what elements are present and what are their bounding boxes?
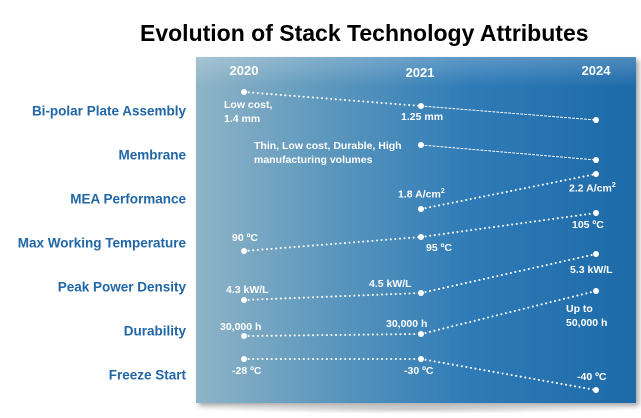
- durability-value-2024: Up to 50,000 h: [566, 302, 607, 330]
- power-value-2020: 4.3 kW/L: [226, 284, 269, 296]
- bipolar-value-2021: 1.25 mm: [401, 111, 444, 123]
- mea-value-2021: 1.8 A/cm2: [398, 185, 445, 202]
- freeze-value-2020: -28 ºC: [232, 365, 262, 377]
- power-dot-2021: [418, 290, 424, 296]
- row-label-freeze-start: Freeze Start: [108, 367, 186, 383]
- temp-value-2020: 90 ºC: [232, 232, 259, 244]
- freeze-value-2021: -30 ºC: [404, 365, 434, 377]
- durability-value-2024-line2: 50,000 h: [566, 317, 608, 329]
- durability-line-a: [243, 333, 422, 337]
- bipolar-value-2020-line1: Low cost,: [224, 99, 273, 111]
- durability-value-2021: 30,000 h: [386, 318, 428, 330]
- freeze-line-b: [420, 358, 597, 391]
- durability-dot-2020: [241, 333, 247, 339]
- membrane-dot-2021: [418, 142, 424, 148]
- power-dot-2020: [241, 297, 247, 303]
- year-2024: 2024: [581, 63, 611, 78]
- timeline-panel: 2020 2021 2024: [196, 57, 636, 403]
- year-2021: 2021: [405, 65, 435, 80]
- temp-value-2024: 105 ºC: [572, 219, 604, 231]
- temp-line-b: [420, 212, 597, 238]
- year-2020: 2020: [229, 63, 259, 78]
- mea-value-2024-sup: 2: [611, 182, 616, 189]
- bipolar-dot-2021: [418, 103, 424, 109]
- membrane-dot-2024: [593, 157, 599, 163]
- temp-dot-2020: [241, 248, 247, 254]
- mea-dot-2021: [418, 206, 424, 212]
- membrane-value-line2: manufacturing volumes: [254, 154, 373, 166]
- mea-dot-2024: [593, 171, 599, 177]
- timeline-connectors: [241, 89, 599, 393]
- bipolar-line-b: [420, 105, 597, 121]
- panel-header-band: [196, 57, 636, 87]
- row-label-membrane: Membrane: [118, 147, 186, 163]
- freeze-dot-2021: [418, 356, 424, 362]
- mea-value-2021-sup: 2: [440, 188, 445, 195]
- row-label-max-working-temperature: Max Working Temperature: [17, 235, 186, 251]
- power-value-2021: 4.5 kW/L: [369, 278, 412, 290]
- row-labels: Bi-polar Plate Assembly Membrane MEA Per…: [0, 0, 192, 418]
- row-label-durability: Durability: [123, 323, 186, 339]
- row-label-peak-power-density: Peak Power Density: [57, 279, 186, 295]
- temp-line-a: [243, 236, 422, 252]
- power-value-2024: 5.3 kW/L: [570, 264, 613, 276]
- temp-dot-2024: [593, 210, 599, 216]
- page-title: Evolution of Stack Technology Attributes: [140, 20, 589, 46]
- bipolar-dot-2020: [241, 89, 247, 95]
- mea-value-2024-text: 2.2 A/cm: [569, 182, 612, 195]
- row-label-mea-performance: MEA Performance: [70, 191, 186, 207]
- durability-dot-2021: [418, 331, 424, 337]
- membrane-value-2021: Thin, Low cost, Durable, High manufactur…: [254, 139, 402, 167]
- mea-value-2024: 2.2 A/cm2: [569, 179, 616, 196]
- freeze-dot-2024: [593, 387, 599, 393]
- bipolar-line-a: [243, 91, 422, 107]
- temp-value-2021: 95 ºC: [426, 242, 453, 254]
- bipolar-value-2020-line2: 1.4 mm: [224, 113, 261, 125]
- mea-value-2021-text: 1.8 A/cm: [398, 188, 441, 201]
- bipolar-value-2020: Low cost, 1.4 mm: [224, 98, 272, 126]
- durability-dot-2024: [593, 288, 599, 294]
- bipolar-dot-2024: [593, 117, 599, 123]
- membrane-value-line1: Thin, Low cost, Durable, High: [254, 140, 402, 152]
- power-dot-2024: [593, 251, 599, 257]
- temp-dot-2021: [418, 234, 424, 240]
- freeze-dot-2020: [241, 356, 247, 362]
- power-line-a: [243, 292, 422, 301]
- panel-shadow: [200, 404, 630, 414]
- freeze-value-2024: -40 ºC: [577, 371, 607, 383]
- durability-value-2020: 30,000 h: [220, 321, 262, 333]
- membrane-line: [420, 144, 597, 161]
- durability-value-2024-line1: Up to: [566, 303, 593, 315]
- row-label-bipolar-plate: Bi-polar Plate Assembly: [31, 103, 186, 119]
